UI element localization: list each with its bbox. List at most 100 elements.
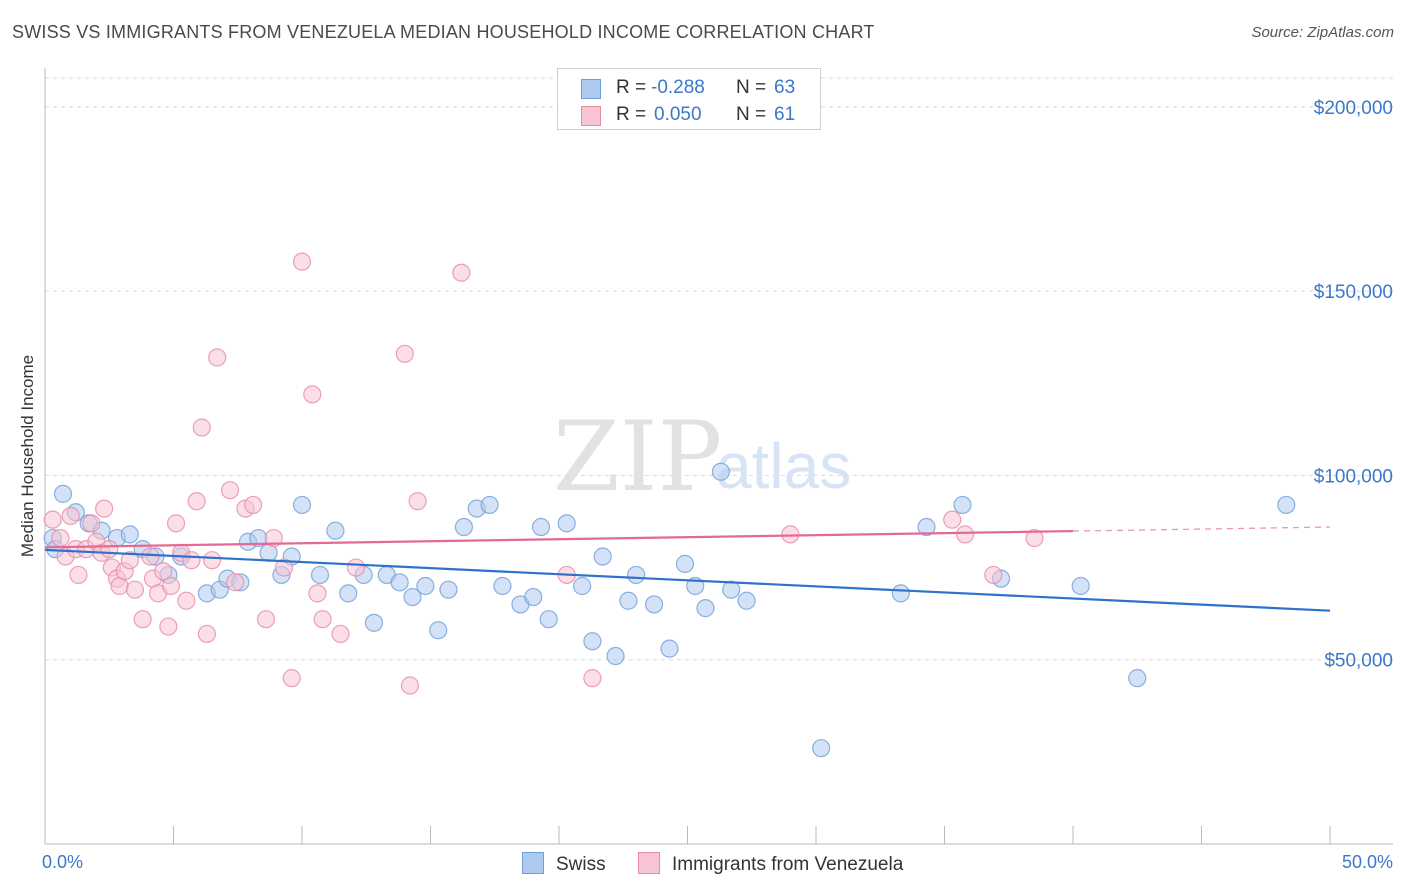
- venezuela-point: [303, 385, 322, 404]
- swiss-n-label: N =: [736, 77, 767, 98]
- chart-title: SWISS VS IMMIGRANTS FROM VENEZUELA MEDIA…: [12, 22, 875, 42]
- swiss-point: [675, 554, 695, 573]
- swiss-point: [812, 739, 831, 758]
- y-tick-label: $150,000: [1314, 282, 1393, 303]
- swiss-point: [737, 591, 756, 610]
- swiss-point: [416, 576, 435, 596]
- venezuela-trend-line: [44, 529, 1074, 549]
- venezuela-n-value: 61: [774, 104, 796, 125]
- venezuela-n-label: N =: [736, 104, 767, 125]
- bottom-legend-venezuela: Immigrants from Venezuela: [638, 852, 903, 876]
- swiss-point: [1277, 495, 1296, 515]
- venezuela-trend-line-dashed: [1072, 526, 1331, 532]
- venezuela-point: [120, 551, 139, 570]
- venezuela-swatch: [581, 106, 601, 126]
- venezuela-point: [220, 481, 240, 500]
- swiss-trend-line: [44, 548, 1331, 612]
- venezuela-point: [331, 624, 350, 644]
- venezuela-point: [943, 510, 962, 529]
- swiss-point: [292, 495, 312, 515]
- watermark-atlas: atlas: [716, 430, 851, 502]
- tick-labels: $50,000 $100,000 $150,000 $200,000 0.0% 50.0%: [42, 98, 1393, 872]
- venezuela-point: [51, 528, 70, 548]
- venezuela-legend-swatch: [638, 852, 660, 874]
- venezuela-point: [154, 562, 173, 581]
- swiss-swatch: [581, 79, 601, 99]
- swiss-point: [524, 587, 543, 607]
- swiss-point: [644, 595, 664, 614]
- venezuela-point: [202, 551, 222, 570]
- venezuela-point: [226, 573, 245, 592]
- swiss-point: [364, 613, 384, 632]
- venezuela-point: [452, 263, 471, 282]
- venezuela-point: [133, 610, 152, 629]
- swiss-point: [583, 632, 602, 651]
- venezuela-point: [182, 551, 201, 570]
- swiss-point: [326, 521, 345, 540]
- grid-lines: [45, 77, 1393, 661]
- y-tick-label: $100,000: [1314, 466, 1393, 487]
- swiss-r-value: -0.288: [651, 77, 705, 98]
- x-tick-label-min: 0.0%: [42, 852, 83, 872]
- venezuela-legend-label: Immigrants from Venezuela: [672, 854, 904, 875]
- trend-lines: [44, 526, 1331, 612]
- swiss-point: [557, 514, 576, 533]
- venezuela-point: [159, 617, 178, 636]
- venezuela-point: [395, 344, 414, 363]
- axes: [44, 68, 1393, 845]
- venezuela-point: [43, 510, 62, 529]
- venezuela-point: [400, 676, 420, 695]
- swiss-point: [120, 525, 139, 544]
- venezuela-point: [100, 540, 119, 559]
- venezuela-point: [192, 418, 211, 437]
- venezuela-r-label: R =: [616, 104, 647, 125]
- venezuela-point: [177, 591, 196, 610]
- swiss-point: [429, 621, 448, 640]
- swiss-point: [626, 565, 646, 585]
- correlation-legend: R = -0.288 N = 63 R = 0.050 N = 61: [557, 68, 821, 130]
- venezuela-point: [274, 558, 294, 577]
- venezuela-point: [82, 514, 101, 533]
- venezuela-point: [256, 610, 276, 629]
- venezuela-point: [197, 624, 217, 644]
- swiss-point: [439, 580, 458, 599]
- swiss-point: [339, 584, 358, 603]
- venezuela-point: [408, 492, 427, 511]
- swiss-r-label: R =: [616, 77, 647, 98]
- swiss-point: [619, 591, 638, 610]
- swiss-point: [390, 573, 409, 592]
- venezuela-point: [61, 506, 80, 526]
- y-tick-label: $50,000: [1324, 651, 1393, 672]
- swiss-point: [493, 576, 512, 596]
- swiss-point: [917, 517, 936, 537]
- venezuela-point: [208, 348, 227, 367]
- venezuela-point: [161, 576, 181, 596]
- venezuela-point: [187, 492, 206, 511]
- venezuela-point: [69, 565, 88, 585]
- watermark-zip: ZIP: [553, 401, 722, 513]
- swiss-legend-swatch: [522, 852, 544, 874]
- swiss-point: [660, 639, 679, 658]
- venezuela-r-value: 0.050: [654, 104, 702, 125]
- venezuela-point: [166, 514, 186, 533]
- venezuela-point: [1025, 528, 1044, 548]
- swiss-point: [1071, 576, 1090, 596]
- venezuela-point: [125, 580, 145, 599]
- venezuela-point: [583, 669, 602, 688]
- swiss-legend-label: Swiss: [556, 854, 606, 875]
- swiss-point: [53, 484, 73, 503]
- venezuela-point: [984, 565, 1003, 585]
- swiss-point: [606, 646, 625, 666]
- venezuela-point: [141, 547, 160, 566]
- venezuela-point: [264, 528, 283, 548]
- venezuela-point: [313, 610, 332, 629]
- bottom-legend-swiss: Swiss: [522, 852, 606, 876]
- swiss-point: [480, 495, 499, 515]
- swiss-point: [403, 587, 422, 607]
- swiss-point: [593, 547, 612, 566]
- swiss-point: [696, 599, 715, 618]
- x-tick-label-max: 50.0%: [1342, 852, 1393, 872]
- swiss-point: [711, 462, 731, 481]
- swiss-point: [1128, 669, 1147, 688]
- swiss-point: [573, 576, 592, 596]
